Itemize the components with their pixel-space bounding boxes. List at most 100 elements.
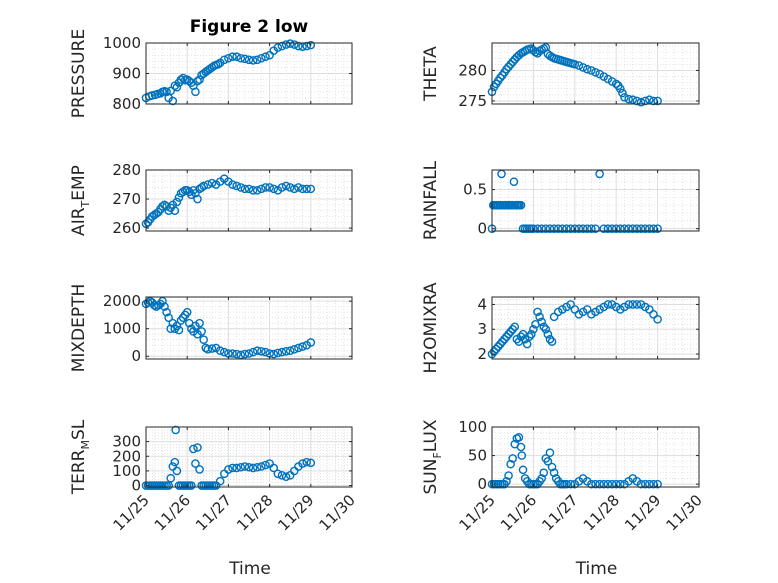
x-axis-label: Time <box>575 559 618 579</box>
data-point <box>611 479 621 489</box>
data-point <box>257 462 266 471</box>
y-axis-label: H2OMIXRA <box>421 282 441 373</box>
data-point <box>261 183 270 192</box>
y-tick-label: 275 <box>458 92 487 110</box>
data-point <box>624 300 633 309</box>
data-point <box>566 479 575 489</box>
data-point <box>213 60 223 69</box>
data-point <box>298 459 307 468</box>
data-point <box>232 181 241 191</box>
data-point <box>636 224 646 233</box>
plot-area <box>492 297 699 359</box>
data-point <box>558 224 567 233</box>
data-point <box>290 184 299 194</box>
data-point <box>244 184 254 194</box>
data-point <box>562 224 571 233</box>
y-tick-label: 1000 <box>103 34 141 52</box>
data-point <box>306 184 316 194</box>
data-point <box>570 224 580 233</box>
data-point <box>199 335 208 345</box>
y-tick-label: 300 <box>112 433 141 451</box>
y-tick-label: 0 <box>477 220 487 238</box>
x-tick-label: 11/30 <box>663 491 706 534</box>
data-point <box>277 470 287 480</box>
data-point <box>158 202 167 211</box>
data-point <box>201 343 211 353</box>
data-point <box>261 52 270 62</box>
data-point <box>193 76 202 86</box>
y-axis-label: PRESSURE <box>69 29 89 118</box>
data-point <box>539 468 549 478</box>
data-point <box>236 462 246 472</box>
data-point <box>543 456 553 466</box>
y-axis-label: RAINFALL <box>421 160 441 240</box>
y-tick-label: 0.5 <box>463 181 487 199</box>
data-point <box>541 324 551 334</box>
data-point <box>545 334 555 344</box>
data-point <box>537 317 546 327</box>
y-tick-label: 0 <box>131 477 141 495</box>
data-point <box>166 473 176 483</box>
y-tick-label: 280 <box>112 161 141 179</box>
subplot-2: 275 280 THETA <box>421 42 700 110</box>
y-tick-label: 2 <box>477 345 487 363</box>
data-point <box>302 457 311 467</box>
data-point <box>158 296 167 306</box>
x-tick-label: 11/28 <box>580 491 623 534</box>
axes-box <box>491 426 700 488</box>
data-point <box>269 184 279 194</box>
data-point <box>182 307 192 317</box>
y-tick-label: 100 <box>112 462 141 480</box>
data-point <box>244 462 254 472</box>
y-tick-label: 0 <box>477 475 487 493</box>
data-point <box>273 469 283 479</box>
data-point <box>489 347 499 356</box>
data-point <box>240 54 250 64</box>
data-point <box>653 96 662 106</box>
data-point <box>653 315 662 324</box>
data-point <box>156 89 165 98</box>
subplot-4: 0 0.5 RAINFALL <box>421 160 700 240</box>
data-point <box>620 224 629 233</box>
data-point <box>273 43 283 52</box>
y-axis-label: AIRTEMP <box>69 165 92 236</box>
y-tick-label: 1000 <box>103 320 141 338</box>
chart-title: Figure 2 low <box>190 17 309 37</box>
data-point <box>298 184 307 194</box>
data-point <box>172 466 182 476</box>
data-point <box>285 346 295 356</box>
data-point <box>498 337 507 346</box>
data-point <box>232 349 241 359</box>
y-axis-label: SUNFLUX <box>421 419 444 494</box>
data-point <box>640 479 650 489</box>
data-point <box>261 460 270 470</box>
data-point <box>527 329 536 339</box>
data-point <box>549 312 559 322</box>
data-point <box>607 479 617 489</box>
data-point <box>562 479 571 489</box>
data-point <box>624 94 633 104</box>
data-point <box>578 63 588 72</box>
data-point <box>219 347 229 357</box>
y-tick-label: 900 <box>112 65 141 83</box>
data-point <box>603 479 613 489</box>
data-point <box>539 322 549 332</box>
data-point <box>500 334 509 344</box>
data-point <box>566 224 575 233</box>
data-point <box>547 337 557 346</box>
data-point <box>533 224 542 233</box>
plot-area <box>492 427 699 487</box>
data-point <box>653 224 662 233</box>
data-point <box>160 302 169 311</box>
data-point <box>506 327 515 337</box>
data-point <box>171 425 180 435</box>
data-point <box>632 96 642 106</box>
data-point <box>517 451 527 460</box>
data-point <box>294 41 303 51</box>
data-point <box>587 479 596 489</box>
data-point <box>240 349 250 359</box>
data-point <box>533 307 542 317</box>
data-point <box>219 55 229 65</box>
data-point <box>195 465 204 474</box>
